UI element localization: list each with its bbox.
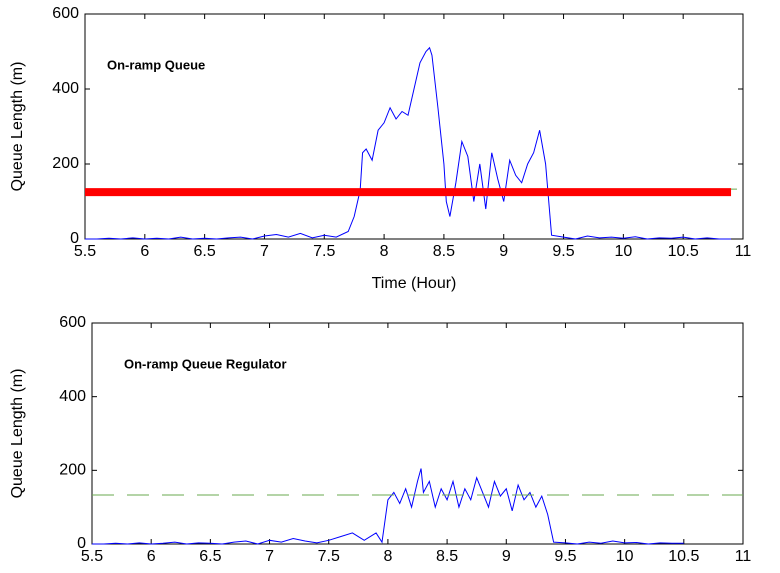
- x-tick-label: 8.5: [436, 548, 458, 565]
- annotation: On-ramp Queue: [107, 57, 205, 72]
- y-tick-label: 400: [52, 80, 79, 97]
- x-tick-label: 10: [614, 243, 632, 260]
- x-tick-label: 9.5: [554, 548, 576, 565]
- x-tick-label: 8: [380, 243, 389, 260]
- plot-area: [84, 13, 744, 240]
- x-tick-label: 6.5: [199, 548, 221, 565]
- x-tick-label: 7.5: [318, 548, 340, 565]
- x-tick-label: 7.5: [313, 243, 335, 260]
- x-tick-label: 6: [140, 243, 149, 260]
- x-axis-label: Time (Hour): [372, 275, 457, 292]
- y-tick-label: 200: [59, 462, 86, 479]
- x-tick-label: 8: [383, 548, 392, 565]
- x-tick-label: 9: [502, 548, 511, 565]
- annotation: On-ramp Queue Regulator: [124, 356, 287, 371]
- x-tick-label: 5.5: [81, 548, 103, 565]
- series-line: [92, 468, 684, 545]
- y-tick-label: 400: [59, 388, 86, 405]
- x-tick-label: 10: [616, 548, 634, 565]
- x-tick-label: 10.5: [668, 548, 699, 565]
- x-tick-label: 10.5: [668, 243, 699, 260]
- y-tick-label: 600: [59, 314, 86, 331]
- x-tick-label: 9: [499, 243, 508, 260]
- y-axis-label: Queue Length (m): [9, 62, 26, 192]
- x-tick-label: 11: [735, 548, 752, 565]
- series-line: [85, 46, 732, 240]
- x-tick-label: 6: [147, 548, 156, 565]
- x-tick-label: 5.5: [74, 243, 96, 260]
- x-tick-label: 9.5: [552, 243, 574, 260]
- plot-area: [91, 322, 744, 545]
- x-tick-label: 7: [265, 548, 274, 565]
- x-tick-label: 6.5: [194, 243, 216, 260]
- x-tick-label: 11: [735, 243, 752, 260]
- x-tick-label: 8.5: [433, 243, 455, 260]
- y-tick-label: 0: [77, 535, 86, 552]
- y-tick-label: 600: [52, 5, 79, 22]
- y-axis-label: Queue Length (m): [9, 369, 26, 499]
- x-tick-label: 7: [260, 243, 269, 260]
- y-tick-label: 200: [52, 155, 79, 172]
- y-tick-label: 0: [70, 230, 79, 247]
